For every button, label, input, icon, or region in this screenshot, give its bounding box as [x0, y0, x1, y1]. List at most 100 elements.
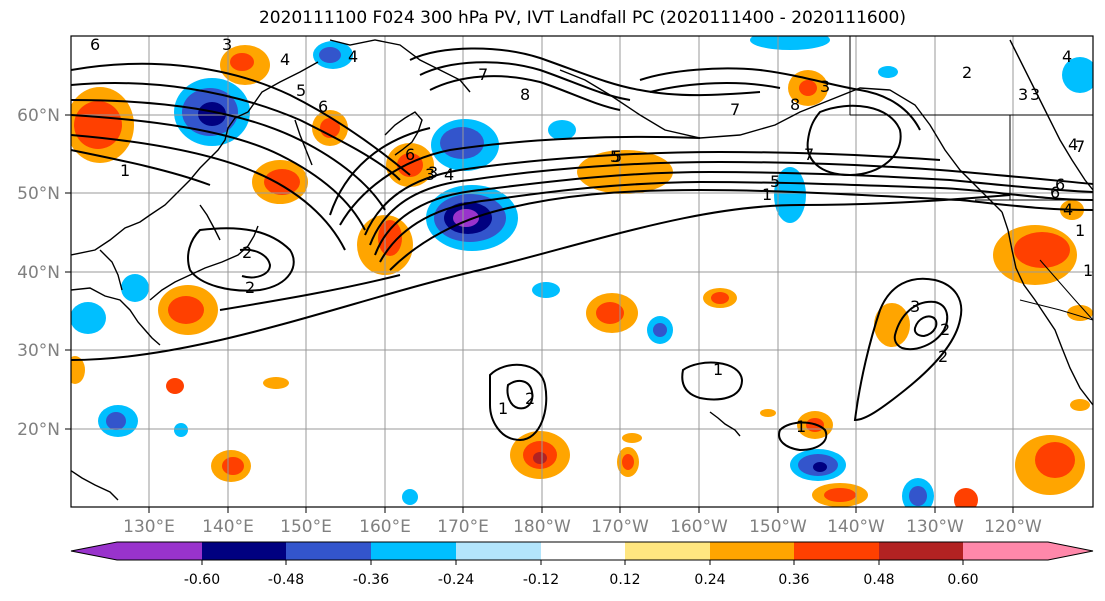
- longitude-label: 130°E: [123, 517, 175, 537]
- contour-label: 7: [478, 65, 488, 84]
- colorbar-segment: [541, 542, 625, 560]
- colorbar-segment: [710, 542, 794, 560]
- contour-label: 3: [425, 165, 435, 184]
- colorbar-tick-label: 0.12: [609, 572, 640, 588]
- latitude-label: 60°N: [17, 106, 60, 126]
- contour-label: 4: [444, 165, 454, 184]
- contour-label: 1: [120, 161, 130, 180]
- anomaly-cool-blob: [174, 423, 188, 437]
- contour-label: 8: [790, 95, 800, 114]
- contour-label: 1: [498, 399, 508, 418]
- anomaly-cool-blob: [121, 274, 149, 302]
- colorbar-segment: [794, 542, 879, 560]
- contour-label: 2: [245, 278, 255, 297]
- anomaly-warm-blob: [71, 356, 85, 384]
- longitude-label: 150°W: [749, 517, 807, 537]
- colorbar-tick-label: 0.60: [947, 572, 978, 588]
- longitude-label: 130°W: [906, 517, 964, 537]
- longitude-label: 150°E: [280, 517, 332, 537]
- contour-label: 1: [713, 360, 723, 379]
- contour-label: 6: [1055, 175, 1065, 194]
- anomaly-cool-blob: [774, 167, 806, 223]
- anomaly-warm-blob: [622, 433, 642, 443]
- contour-label: 3: [1030, 85, 1040, 104]
- anomaly-warm-blob: [874, 303, 910, 347]
- anomaly-warm-blob: [993, 200, 1084, 285]
- latitude-label: 30°N: [17, 341, 60, 361]
- latitude-label: 20°N: [17, 420, 60, 440]
- anomaly-cool-blob: [647, 316, 673, 344]
- contour-label: 1: [796, 417, 806, 436]
- longitude-label: 170°E: [437, 517, 489, 537]
- contour-label: 6: [90, 35, 100, 54]
- anomaly-cool-blob: [313, 41, 353, 69]
- anomaly-warm-blob: [1070, 399, 1090, 411]
- longitude-label: 170°W: [591, 517, 649, 537]
- colorbar-segment: [71, 542, 202, 560]
- anomaly-warm-blob: [1015, 435, 1085, 495]
- anomaly-warm-blob: [263, 377, 289, 389]
- anomaly-cool-blob: [431, 119, 499, 171]
- longitude-label: 120°W: [984, 517, 1042, 537]
- contour-label: 8: [520, 85, 530, 104]
- contour-label: 3: [1018, 85, 1028, 104]
- colorbar-tick-label: -0.60: [184, 572, 220, 588]
- anomaly-warm-blob: [954, 488, 978, 507]
- latitude-label: 40°N: [17, 263, 60, 283]
- anomaly-cool-blob: [878, 66, 898, 78]
- contour-label: 3: [820, 77, 830, 96]
- anomaly-warm-blob: [386, 143, 434, 187]
- longitude-labels: 130°E 140°E 150°E 160°E 170°E 180°W 170°…: [123, 517, 1042, 537]
- anomaly-warm-blob: [703, 288, 737, 308]
- anomaly-warm-blob: [617, 447, 639, 477]
- contour-label: 7: [1075, 137, 1085, 156]
- anomaly-cool-blob: [402, 489, 418, 505]
- longitude-label: 140°W: [827, 517, 885, 537]
- longitude-label: 180°W: [513, 517, 571, 537]
- colorbar-ticks: [201, 560, 964, 565]
- anomaly-cool-blob: [1062, 57, 1093, 93]
- map-title: 2020111100 F024 300 hPa PV, IVT Landfall…: [258, 8, 906, 28]
- colorbar-segment: [879, 542, 963, 560]
- contour-label: 2: [940, 320, 950, 339]
- anomaly-cool-blob: [532, 282, 560, 298]
- contour-label: 4: [280, 50, 290, 69]
- longitude-label: 140°E: [202, 517, 254, 537]
- colorbar-segment: [456, 542, 541, 560]
- contour-label: 2: [525, 389, 535, 408]
- colorbar: -0.60 -0.48 -0.36 -0.24 -0.12 0.12 0.24 …: [70, 541, 1094, 588]
- contour-label: 5: [296, 81, 306, 100]
- contour-label: 5: [612, 147, 622, 166]
- contour-label: 3: [428, 163, 438, 182]
- longitude-label: 160°W: [670, 517, 728, 537]
- anomaly-warm-blob: [158, 285, 218, 335]
- anomaly-cool-blob: [750, 36, 830, 50]
- contour-label: 1: [1083, 261, 1093, 280]
- contour-label: 1: [762, 185, 772, 204]
- anomaly-warm-blob: [1067, 305, 1093, 321]
- contour-label: 4: [348, 47, 358, 66]
- contour-label: 7: [730, 100, 740, 119]
- latitude-labels: 60°N 50°N 40°N 30°N 20°N: [17, 106, 60, 440]
- colorbar-segment: [286, 542, 371, 560]
- contour-label: 6: [405, 145, 415, 164]
- anomaly-warm-blob: [166, 378, 184, 394]
- colorbar-segment: [625, 542, 710, 560]
- contour-labels: 6 3 4 4 5 6 7 8 3 6 7 8 5 3 4 1 2 2 1 7 …: [90, 35, 1093, 436]
- latitude-label: 50°N: [17, 184, 60, 204]
- contour-label: 3: [222, 35, 232, 54]
- anomaly-cool-blob: [98, 405, 138, 437]
- colorbar-tick-label: -0.24: [438, 572, 474, 588]
- colorbar-outline: [70, 541, 1094, 561]
- colorbar-tick-label: -0.48: [268, 572, 304, 588]
- colorbar-segment: [371, 542, 456, 560]
- anomaly-warm-blob: [211, 450, 251, 482]
- coastlines: [71, 39, 1093, 501]
- pv-shading: [71, 36, 1093, 507]
- colorbar-segment: [963, 542, 1093, 560]
- contour-label: 5: [610, 147, 620, 166]
- anomaly-cool-blob: [790, 449, 846, 481]
- contour-label: 4: [1068, 135, 1078, 154]
- anomaly-cool-blob: [71, 302, 106, 334]
